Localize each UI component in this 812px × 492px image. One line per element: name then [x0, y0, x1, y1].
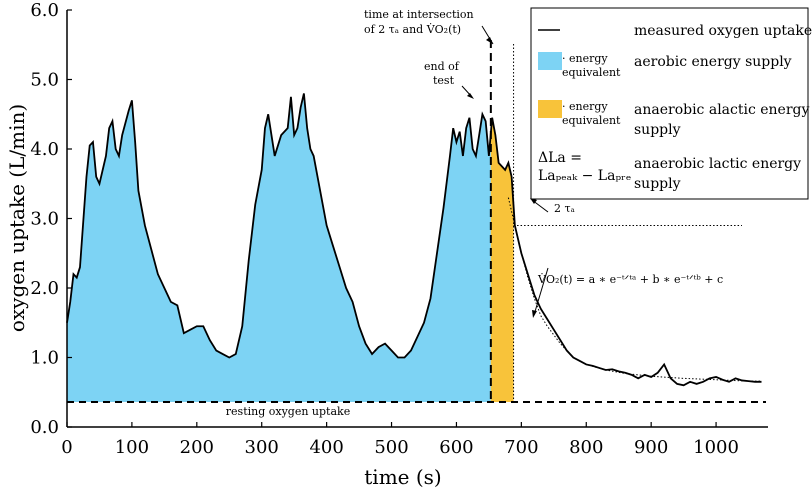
x-tick-label: 800	[569, 437, 603, 458]
intersection-arrowhead	[486, 37, 493, 44]
legend-symbol-alactic: · energy equivalent	[562, 100, 621, 127]
y-tick-label: 5.0	[30, 70, 59, 91]
fill-layer	[67, 93, 514, 402]
intersection-annotation-line2: of 2 τₐ and V̇O₂(t)	[364, 23, 461, 36]
x-tick-label: 500	[374, 437, 408, 458]
legend-label-measured: measured oxygen uptake	[634, 23, 812, 39]
x-tick-label: 400	[309, 437, 343, 458]
legend-label-lactic: anaerobic lactic energy supply	[634, 156, 801, 192]
y-tick-label: 2.0	[30, 278, 59, 299]
legend-label-alactic: anaerobic alactic energy supply	[634, 102, 809, 138]
alactic-area	[490, 117, 514, 402]
x-tick-label: 100	[115, 437, 149, 458]
x-tick-label: 600	[439, 437, 473, 458]
y-tick-label: 4.0	[30, 139, 59, 160]
legend: measured oxygen uptake · energy equivalen…	[530, 7, 812, 200]
x-tick-label: 200	[180, 437, 214, 458]
intersection-annotation-line1: time at intersection	[364, 8, 474, 21]
y-axis-title: oxygen uptake (L/min)	[5, 104, 29, 332]
equation-arrow	[533, 267, 549, 316]
legend-swatch-alactic	[538, 100, 562, 118]
x-tick-label: 700	[504, 437, 538, 458]
y-tick-label: 0.0	[30, 417, 59, 438]
y-tick-label: 6.0	[30, 0, 59, 21]
y-tick-label: 1.0	[30, 348, 59, 369]
legend-symbol-lactic-2: Laₚₑₐₖ − Laₚᵣₑ	[538, 168, 631, 184]
axes-layer: 0.0 1.0 2.0 3.0 4.0 5.0 6.0 0 100 200 300 400 500 600…	[30, 0, 768, 458]
end-test-annotation-line2: test	[433, 74, 455, 87]
end-test-annotation-line1: end of	[424, 60, 460, 73]
model-fit-line	[507, 197, 762, 382]
two-tau-label: 2 τₐ	[554, 202, 575, 215]
x-tick-label: 1000	[693, 437, 739, 458]
end-test-arrowhead	[467, 93, 474, 99]
y-tick-label: 3.0	[30, 209, 59, 230]
aerobic-area	[67, 93, 491, 402]
x-tick-label: 300	[245, 437, 279, 458]
x-tick-label: 900	[634, 437, 668, 458]
resting-uptake-label: resting oxygen uptake	[226, 405, 350, 418]
line-layer	[66, 40, 766, 403]
legend-symbol-aerobic: · energy equivalent	[562, 52, 621, 79]
legend-box	[530, 7, 809, 200]
legend-symbol-lactic-1: ΔLa =	[538, 150, 582, 166]
x-tick-label: 0	[61, 437, 72, 458]
legend-swatch-aerobic	[538, 52, 562, 70]
equation-label: V̇O₂(t) = a ∗ e⁻ᵗᐟᵗᵃ + b ∗ e⁻ᵗᐟᵗᵇ + c	[537, 273, 723, 286]
equation-arrowhead	[532, 310, 537, 318]
legend-label-aerobic: aerobic energy supply	[634, 54, 792, 70]
measured-uptake-line	[66, 93, 762, 387]
x-axis-title: time (s)	[364, 465, 441, 489]
